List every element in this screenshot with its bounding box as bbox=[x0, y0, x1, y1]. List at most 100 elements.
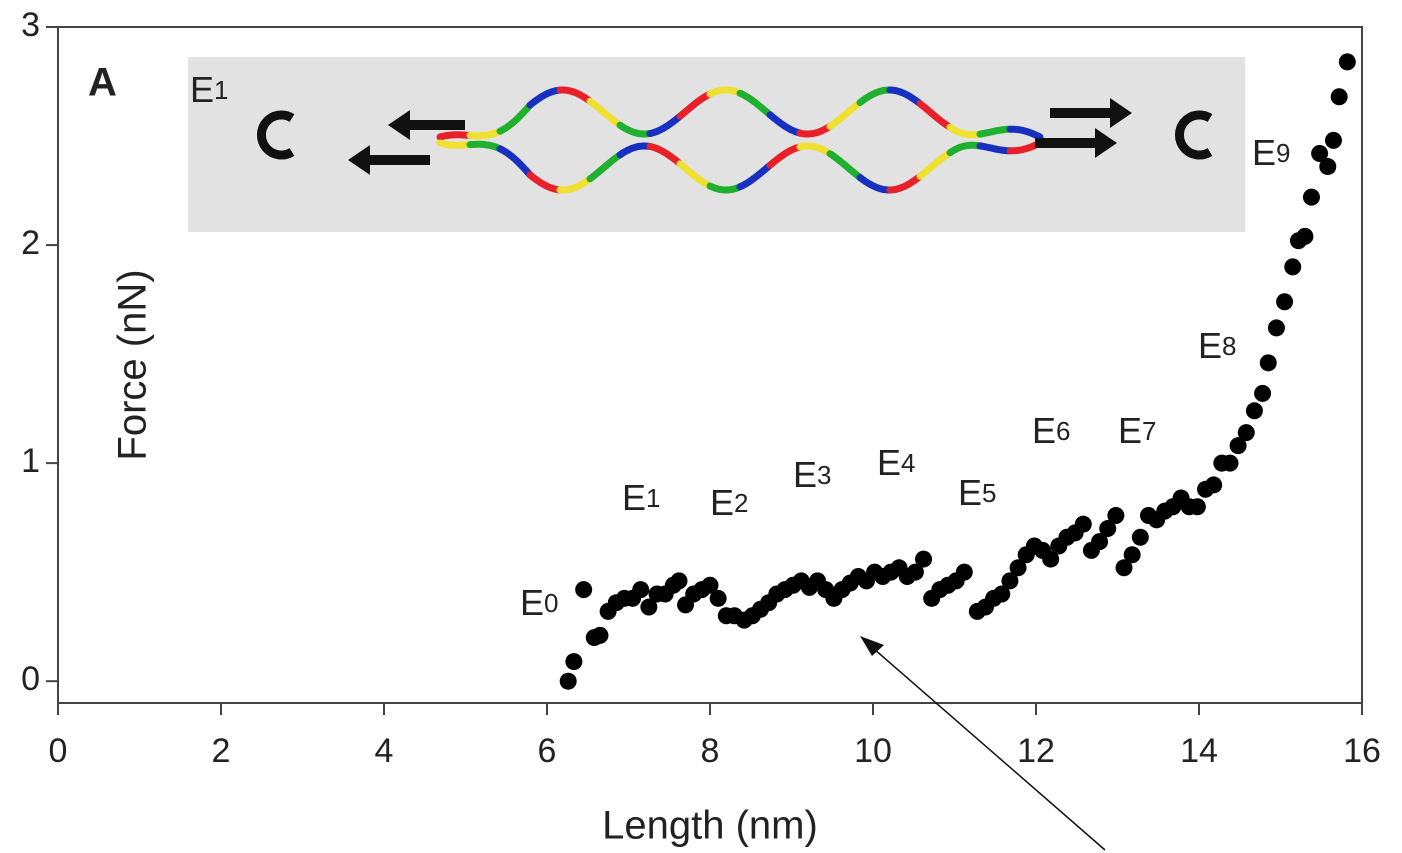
helix-segment bbox=[826, 99, 864, 130]
data-point bbox=[1259, 354, 1277, 372]
annotation: E0 bbox=[520, 582, 558, 623]
rotation-icons bbox=[257, 110, 1213, 160]
y-tick-label: 2 bbox=[21, 224, 40, 262]
data-point bbox=[1042, 550, 1060, 568]
helix-segment bbox=[796, 122, 834, 138]
data-point bbox=[993, 585, 1011, 603]
data-point bbox=[1107, 506, 1125, 524]
data-point bbox=[1324, 131, 1342, 149]
data-point bbox=[1221, 454, 1239, 472]
helix-segment bbox=[646, 143, 684, 168]
data-point bbox=[1115, 559, 1133, 577]
helix-segment bbox=[436, 139, 474, 149]
data-point bbox=[1123, 546, 1141, 564]
annotation: E4 bbox=[877, 442, 915, 483]
helix-segment bbox=[826, 150, 864, 181]
helix-segment bbox=[556, 175, 594, 194]
data-point bbox=[906, 563, 924, 581]
helix-segment bbox=[466, 140, 504, 153]
data-point bbox=[915, 550, 933, 568]
data-point bbox=[1296, 227, 1314, 245]
y-tick-label: 0 bbox=[21, 660, 40, 698]
data-point bbox=[632, 581, 650, 599]
annotation: E7 bbox=[1118, 410, 1156, 451]
helix-segment bbox=[946, 141, 984, 157]
data-point bbox=[1267, 319, 1285, 337]
data-point bbox=[955, 563, 973, 581]
data-point bbox=[591, 626, 609, 644]
helix-segment bbox=[886, 172, 924, 194]
x-tick-label: 12 bbox=[1017, 732, 1055, 770]
data-point bbox=[1319, 158, 1337, 176]
data-point bbox=[701, 576, 719, 594]
helix-segment bbox=[886, 86, 924, 108]
helix-segment bbox=[736, 161, 774, 191]
data-point bbox=[1091, 533, 1109, 551]
helix-segment bbox=[436, 131, 474, 141]
helix-segment bbox=[676, 90, 714, 120]
annotation: E1 bbox=[190, 69, 228, 110]
helix-illustration bbox=[436, 86, 1044, 194]
data-point bbox=[670, 572, 688, 590]
helix-segment bbox=[736, 89, 774, 119]
x-tick-label: 6 bbox=[538, 732, 557, 770]
helix-segment bbox=[616, 121, 654, 138]
helix-segment bbox=[946, 123, 984, 139]
data-point bbox=[1245, 402, 1263, 420]
x-tick-label: 10 bbox=[854, 732, 892, 770]
pointer-head bbox=[860, 636, 884, 656]
data-point bbox=[1001, 572, 1019, 590]
panel-label: A bbox=[88, 61, 117, 105]
helix-segment bbox=[1006, 125, 1044, 141]
data-point bbox=[1131, 528, 1149, 546]
data-point bbox=[1284, 258, 1302, 276]
annotation: E8 bbox=[1198, 325, 1236, 366]
helix-segment bbox=[976, 125, 1014, 138]
data-point bbox=[1229, 437, 1247, 455]
pointer-line bbox=[865, 641, 1106, 851]
data-point bbox=[1009, 559, 1027, 577]
data-point bbox=[709, 589, 727, 607]
x-tick-label: 16 bbox=[1343, 732, 1381, 770]
annotation: E5 bbox=[958, 472, 996, 513]
y-tick-label: 3 bbox=[21, 6, 40, 44]
data-point bbox=[1311, 144, 1329, 162]
data-point bbox=[1237, 424, 1255, 442]
data-point bbox=[1338, 53, 1356, 71]
data-point bbox=[640, 598, 658, 616]
x-tick-label: 14 bbox=[1180, 732, 1218, 770]
helix-segment bbox=[526, 171, 564, 194]
helix-segment bbox=[856, 174, 894, 194]
helix-segment bbox=[556, 86, 594, 105]
data-point bbox=[559, 672, 577, 690]
helix-segment bbox=[796, 142, 834, 158]
data-point bbox=[1330, 88, 1348, 106]
annotation: E1 bbox=[622, 477, 660, 518]
helix-segment bbox=[496, 101, 534, 135]
helix-segment bbox=[646, 112, 684, 137]
x-tick-label: 2 bbox=[212, 732, 231, 770]
helix-segment bbox=[916, 100, 954, 131]
annotation: E2 bbox=[710, 482, 748, 523]
annotation: E9 bbox=[1252, 132, 1290, 173]
data-point bbox=[1099, 520, 1117, 538]
helix-segment bbox=[466, 127, 504, 140]
data-point bbox=[1074, 515, 1092, 533]
y-axis-label: Force (nN) bbox=[111, 269, 155, 460]
helix-segment bbox=[526, 86, 564, 109]
data-point bbox=[1205, 476, 1223, 494]
data-point bbox=[565, 653, 583, 671]
helix-segment bbox=[766, 143, 804, 169]
helix-segment bbox=[586, 151, 624, 183]
helix-segment bbox=[706, 182, 744, 194]
helix-segment bbox=[706, 86, 744, 98]
helix-segment bbox=[976, 142, 1014, 155]
x-axis-label: Length (nm) bbox=[602, 804, 818, 848]
helix-segment bbox=[856, 86, 894, 106]
helix-segment bbox=[586, 97, 624, 129]
helix-segment bbox=[676, 160, 714, 190]
x-tick-label: 8 bbox=[701, 732, 720, 770]
data-point bbox=[575, 581, 593, 599]
helix-segment bbox=[916, 149, 954, 180]
